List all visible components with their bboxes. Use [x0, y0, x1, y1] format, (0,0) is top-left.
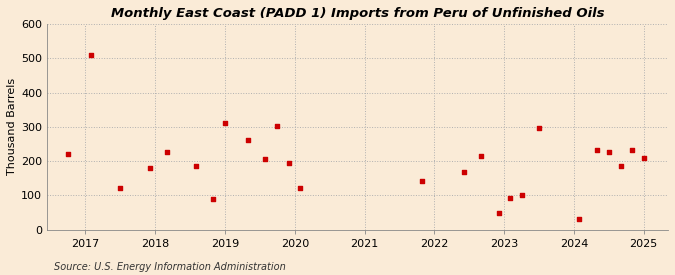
Point	[504, 196, 515, 200]
Point	[284, 161, 294, 165]
Text: Source: U.S. Energy Information Administration: Source: U.S. Energy Information Administ…	[54, 262, 286, 272]
Point	[63, 152, 74, 156]
Point	[476, 154, 487, 158]
Point	[190, 164, 201, 169]
Point	[574, 217, 585, 222]
Point	[86, 53, 97, 58]
Point	[162, 149, 173, 154]
Y-axis label: Thousand Barrels: Thousand Barrels	[7, 78, 17, 175]
Point	[493, 210, 504, 215]
Point	[115, 186, 126, 190]
Point	[615, 164, 626, 169]
Point	[260, 157, 271, 162]
Point	[458, 170, 469, 174]
Point	[144, 166, 155, 170]
Title: Monthly East Coast (PADD 1) Imports from Peru of Unfinished Oils: Monthly East Coast (PADD 1) Imports from…	[111, 7, 604, 20]
Point	[272, 123, 283, 128]
Point	[295, 186, 306, 190]
Point	[208, 197, 219, 201]
Point	[603, 149, 614, 154]
Point	[626, 148, 637, 152]
Point	[242, 138, 253, 142]
Point	[516, 193, 527, 198]
Point	[591, 148, 602, 152]
Point	[417, 179, 428, 183]
Point	[219, 121, 230, 126]
Point	[639, 156, 649, 160]
Point	[533, 125, 544, 130]
